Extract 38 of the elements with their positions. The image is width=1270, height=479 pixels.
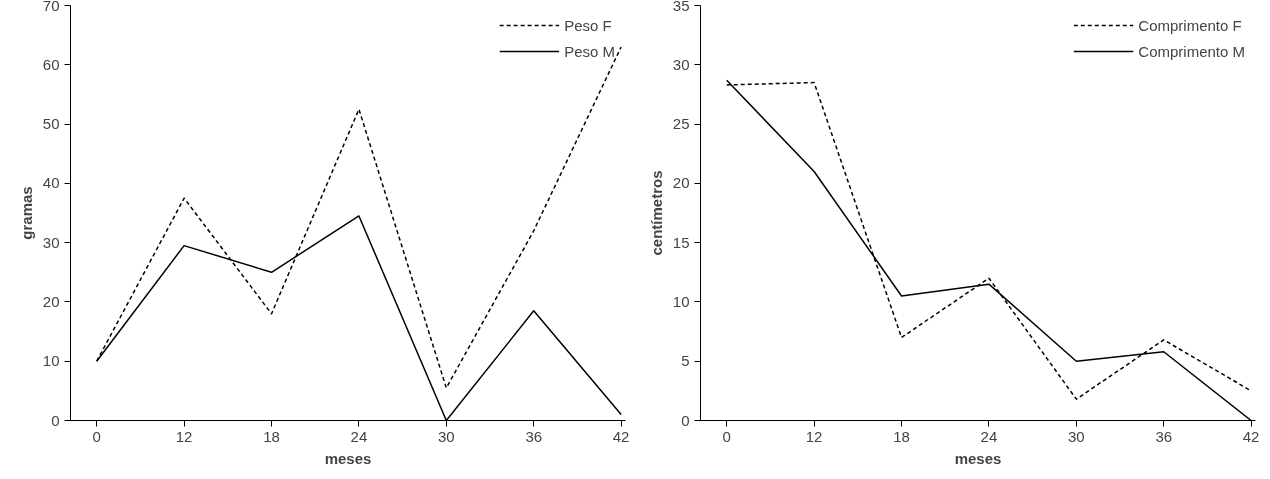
legend-label: Comprimento M xyxy=(1138,42,1245,60)
y-tick-label: 0 xyxy=(51,411,60,429)
x-tick-label: 0 xyxy=(92,427,101,445)
y-tick-label: 0 xyxy=(681,411,690,429)
y-tick-label: 20 xyxy=(672,174,690,192)
x-tick-label: 12 xyxy=(175,427,193,445)
x-tick-label: 24 xyxy=(350,427,368,445)
y-tick-label: 15 xyxy=(672,233,690,251)
y-tick-label: 10 xyxy=(672,292,690,310)
x-tick-label: 18 xyxy=(893,427,910,445)
y-tick-label: 70 xyxy=(42,0,60,14)
x-tick-label: 0 xyxy=(722,427,731,445)
y-tick-label: 10 xyxy=(42,352,60,370)
y-tick-label: 40 xyxy=(42,174,60,192)
x-tick-label: 30 xyxy=(1067,427,1085,445)
x-tick-label: 18 xyxy=(263,427,280,445)
x-tick-label: 12 xyxy=(805,427,823,445)
x-tick-label: 36 xyxy=(1155,427,1173,445)
x-axis-title: meses xyxy=(954,449,1002,467)
y-tick-label: 30 xyxy=(672,55,690,73)
x-tick-label: 24 xyxy=(980,427,998,445)
y-axis-title: gramas xyxy=(17,186,35,240)
y-tick-label: 50 xyxy=(42,115,60,133)
x-tick-label: 36 xyxy=(525,427,543,445)
y-tick-label: 60 xyxy=(42,55,60,73)
y-tick-label: 20 xyxy=(42,292,60,310)
x-tick-label: 42 xyxy=(612,427,630,445)
x-tick-label: 42 xyxy=(1242,427,1260,445)
y-tick-label: 35 xyxy=(672,0,690,14)
y-axis-title: centímetros xyxy=(647,170,665,256)
y-tick-label: 25 xyxy=(672,115,690,133)
x-axis-title: meses xyxy=(324,449,372,467)
legend-label: Peso F xyxy=(564,16,612,34)
y-tick-label: 30 xyxy=(42,233,60,251)
x-tick-label: 30 xyxy=(437,427,455,445)
legend-label: Comprimento F xyxy=(1138,16,1242,34)
legend-label: Peso M xyxy=(564,42,615,60)
y-tick-label: 5 xyxy=(681,352,690,370)
